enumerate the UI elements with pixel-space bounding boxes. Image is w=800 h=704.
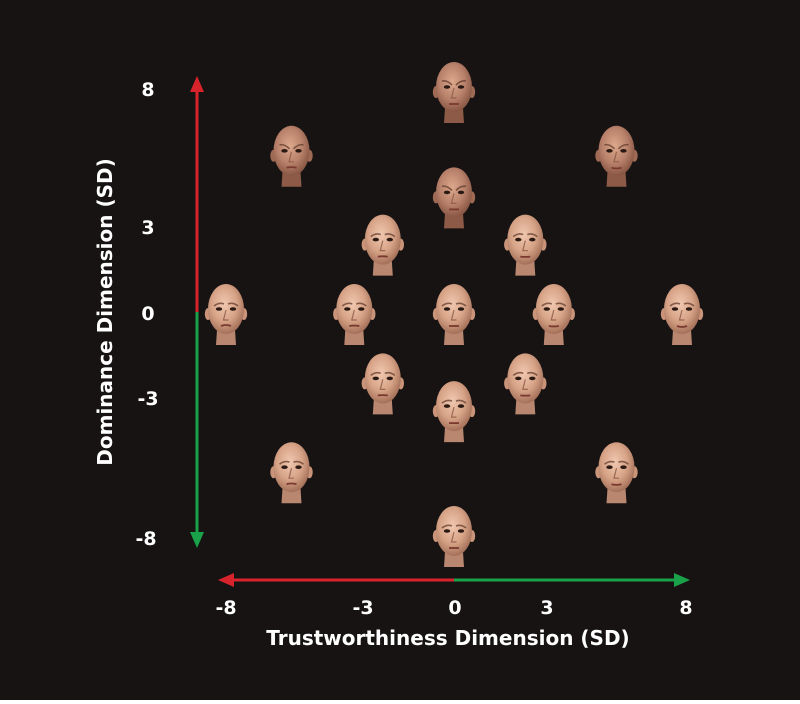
face-right-eye — [620, 465, 626, 469]
face — [595, 442, 637, 503]
face-right-eye — [529, 377, 535, 381]
y-tick-label: 8 — [141, 79, 154, 101]
face-head — [274, 442, 310, 492]
face-right-eye — [358, 307, 364, 311]
face-left-eye — [444, 307, 450, 311]
face — [504, 353, 546, 414]
face-left-eye — [373, 238, 379, 242]
face-left-eye — [606, 465, 612, 469]
face — [270, 442, 312, 503]
face-right-eye — [529, 238, 535, 242]
face — [433, 506, 475, 567]
face — [362, 353, 404, 414]
face-right-eye — [558, 307, 564, 311]
face — [205, 284, 247, 345]
y-tick-labels: 8 3 0 -3 -8 — [135, 79, 158, 550]
face-head — [208, 284, 244, 334]
face-head — [274, 126, 310, 176]
x-tick-labels: -8 -3 0 3 8 — [215, 597, 692, 619]
face — [504, 215, 546, 276]
y-axis-arrow — [190, 76, 204, 548]
face-right-eye — [458, 404, 464, 408]
face-mouth — [612, 168, 622, 169]
x-axis-left-arrowhead — [218, 573, 234, 587]
face-right-eye — [458, 529, 464, 533]
face-left-eye — [444, 85, 450, 89]
face — [362, 215, 404, 276]
x-tick-label: -8 — [215, 597, 236, 619]
face — [433, 167, 475, 228]
face — [333, 284, 375, 345]
face-right-eye — [458, 85, 464, 89]
x-axis-title: Trustworthiness Dimension (SD) — [266, 626, 629, 650]
x-axis-arrow — [218, 573, 690, 587]
face-mouth — [287, 167, 297, 168]
face-left-eye — [444, 191, 450, 195]
face — [661, 284, 703, 345]
face-right-eye — [686, 307, 692, 311]
face — [433, 62, 475, 123]
face-mouth — [287, 484, 297, 485]
face-head — [336, 284, 372, 334]
face-left-eye — [544, 307, 550, 311]
y-axis-down-arrowhead — [190, 532, 204, 548]
face-mouth — [612, 484, 622, 485]
face-left-eye — [444, 529, 450, 533]
face-right-eye — [458, 307, 464, 311]
y-tick-label: -3 — [137, 388, 158, 410]
face-right-eye — [620, 149, 626, 153]
face-left-eye — [281, 149, 287, 153]
x-tick-label: -3 — [352, 597, 373, 619]
y-tick-label: 3 — [141, 217, 154, 239]
face-right-eye — [387, 377, 393, 381]
face — [433, 381, 475, 442]
face-left-eye — [444, 404, 450, 408]
face — [533, 284, 575, 345]
face-mouth — [677, 326, 687, 327]
face-right-eye — [230, 307, 236, 311]
x-tick-label: 3 — [540, 597, 553, 619]
faces-layer — [205, 62, 703, 567]
face-left-eye — [515, 377, 521, 381]
face-left-eye — [344, 307, 350, 311]
face-left-eye — [216, 307, 222, 311]
face-left-eye — [672, 307, 678, 311]
y-axis-up-arrowhead — [190, 76, 204, 92]
face-right-eye — [387, 238, 393, 242]
y-axis-title: Dominance Dimension (SD) — [93, 158, 117, 465]
x-axis-right-arrowhead — [674, 573, 690, 587]
y-tick-label: -8 — [135, 528, 156, 550]
face-right-eye — [458, 191, 464, 195]
face-left-eye — [373, 377, 379, 381]
face — [595, 126, 637, 187]
face-left-eye — [281, 465, 287, 469]
face — [270, 126, 312, 187]
face-right-eye — [295, 465, 301, 469]
face-mouth — [221, 325, 231, 326]
y-tick-label: 0 — [141, 303, 154, 325]
face-right-eye — [295, 149, 301, 153]
x-tick-label: 8 — [679, 597, 692, 619]
x-tick-label: 0 — [448, 597, 461, 619]
face — [433, 284, 475, 345]
face-left-eye — [606, 149, 612, 153]
face-left-eye — [515, 238, 521, 242]
